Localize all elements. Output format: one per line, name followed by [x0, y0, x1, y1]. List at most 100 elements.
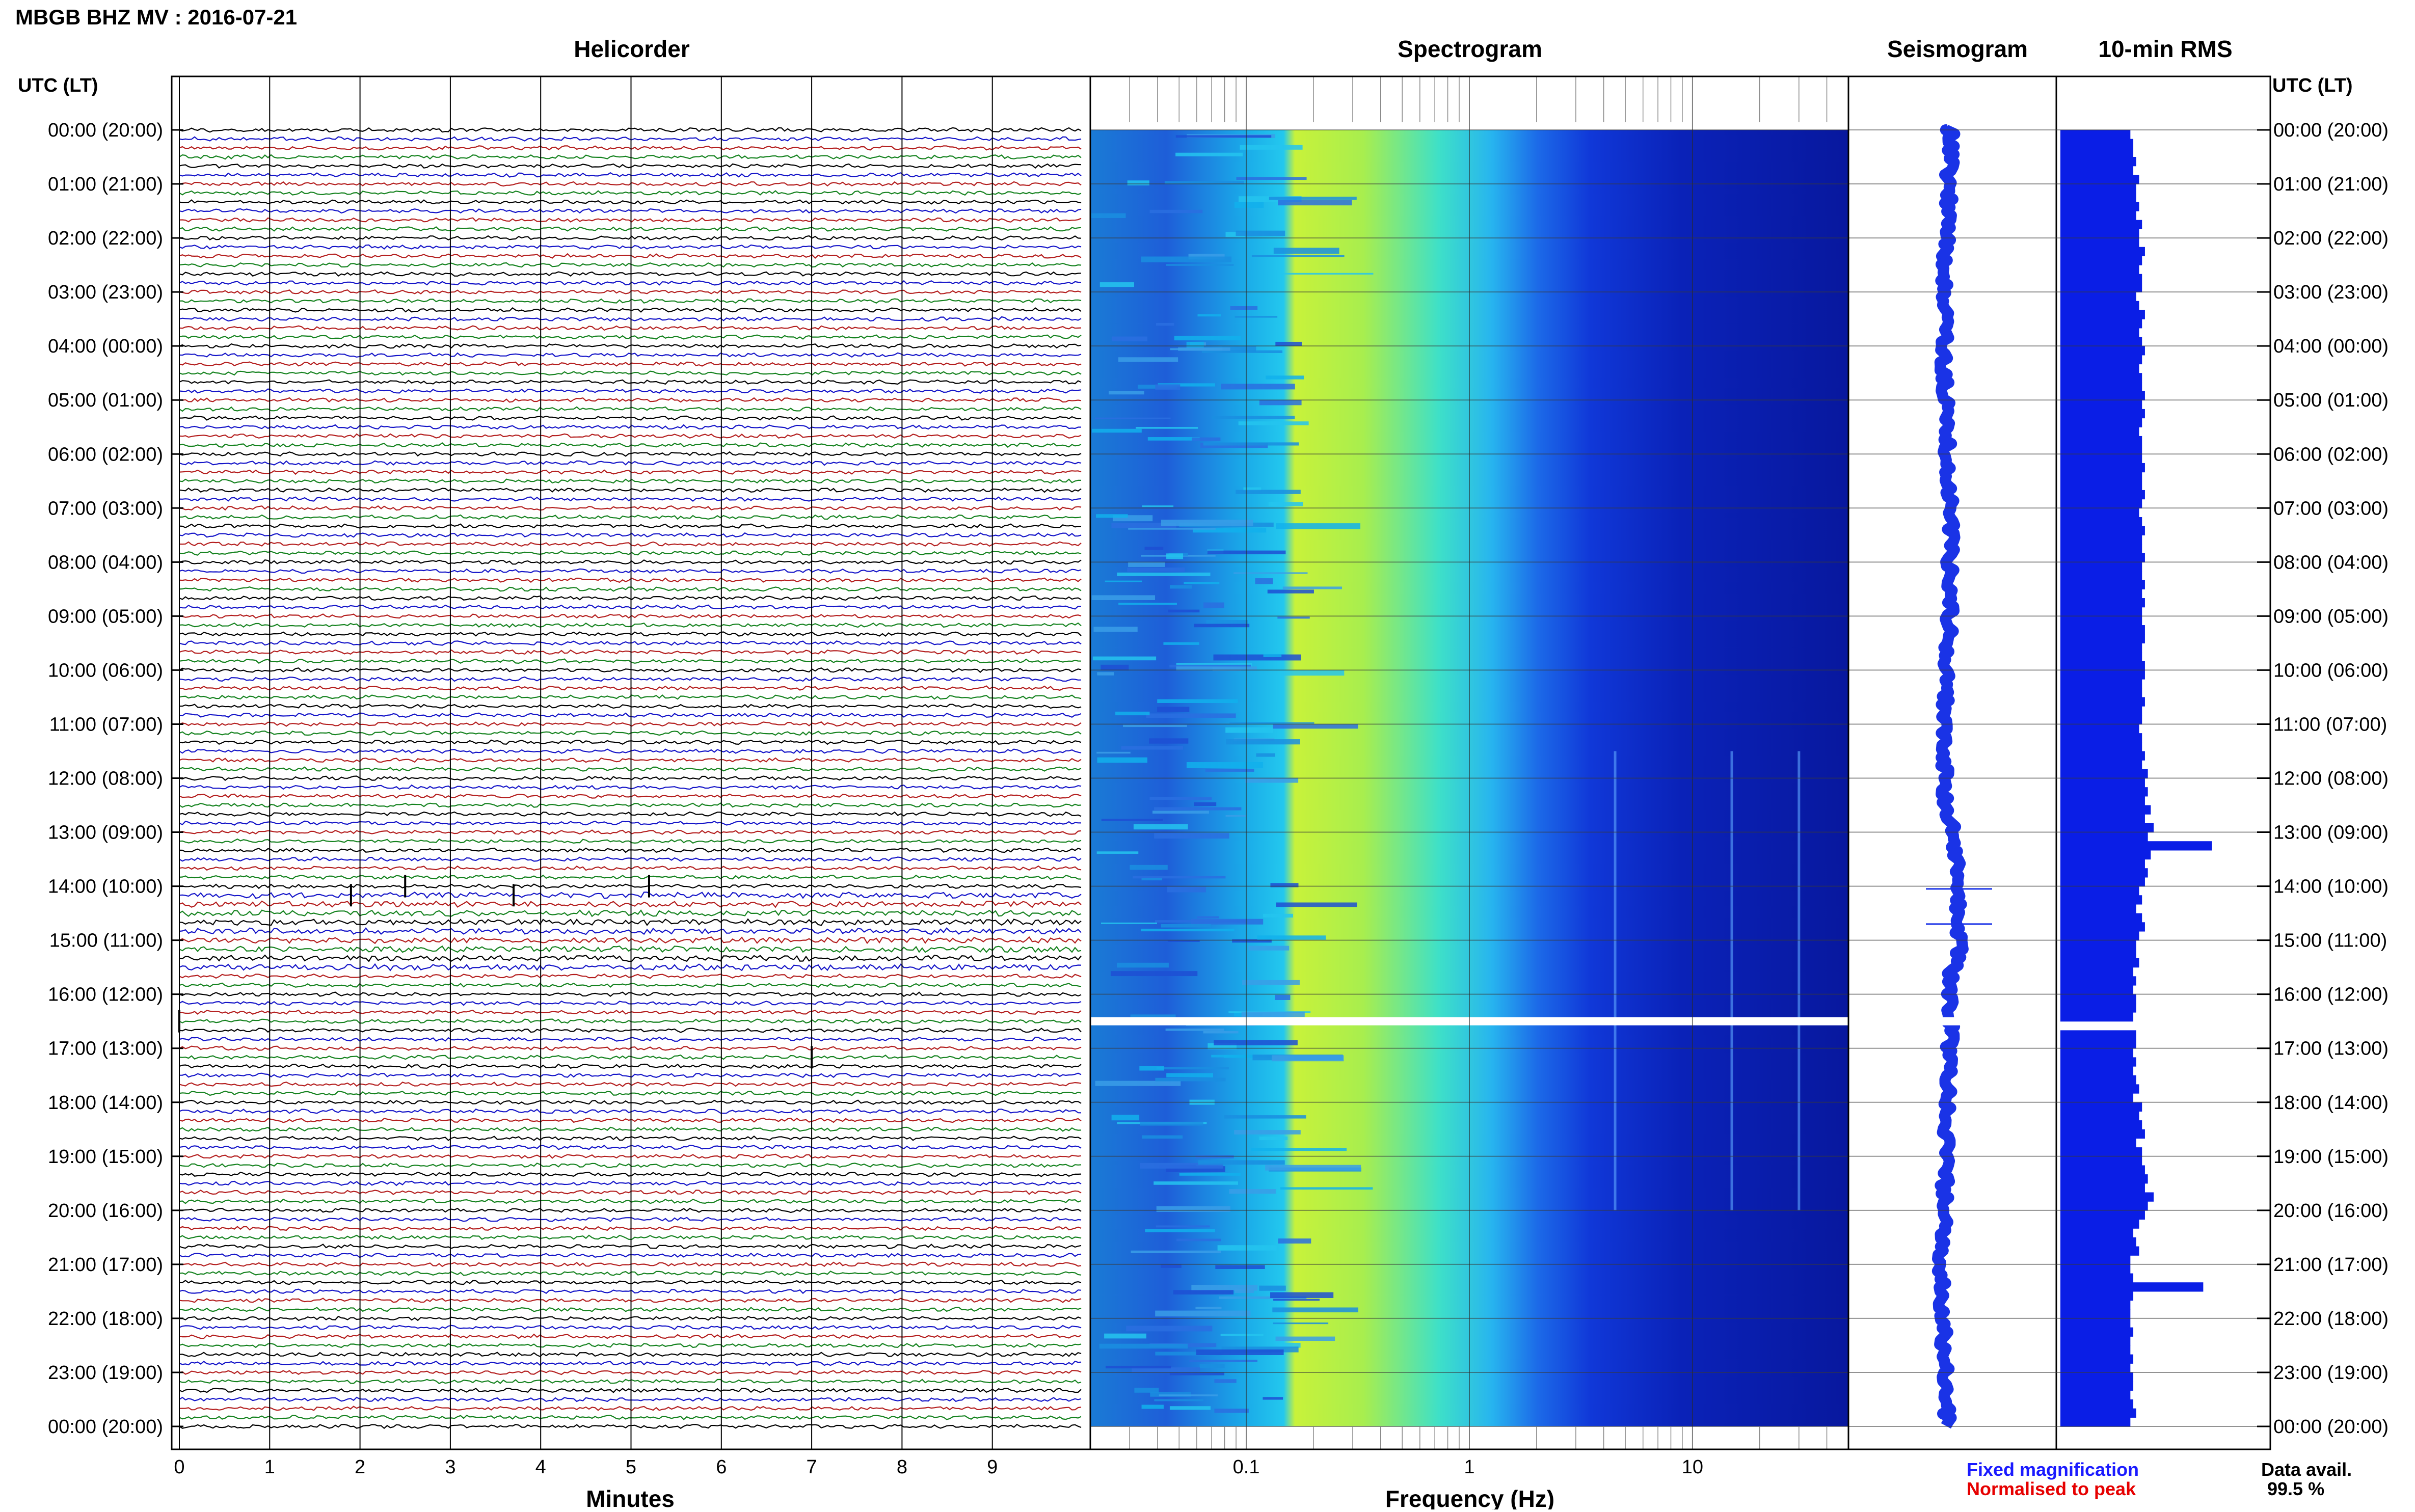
right-hour-label: 23:00 (19:00)	[2273, 1362, 2389, 1384]
left-hour-label: 09:00 (05:00)	[48, 606, 163, 627]
helicorder-trace	[179, 694, 1082, 700]
rms-bar	[2060, 265, 2139, 275]
helicorder-trace	[179, 604, 1081, 610]
spectrogram-streak	[1179, 1173, 1241, 1176]
spectrogram-streak	[1230, 306, 1258, 310]
helicorder-trace	[179, 1045, 1082, 1051]
rms-bar	[2060, 868, 2148, 878]
spectrogram-streak	[1282, 273, 1374, 275]
rms-bar	[2060, 643, 2142, 653]
minutes-axis-label: Minutes	[586, 1486, 675, 1509]
rms-bar	[2060, 436, 2142, 446]
spectrogram-streak	[1176, 663, 1252, 667]
rms-bar	[2060, 472, 2142, 481]
helicorder-trace	[179, 883, 1082, 889]
minute-tick-label: 1	[264, 1456, 275, 1478]
rms-bar	[2060, 247, 2145, 257]
spectrogram-streak	[1259, 400, 1302, 406]
helicorder-trace	[179, 667, 1082, 673]
spectrogram-streak	[1154, 833, 1229, 839]
spectrogram-streak	[1149, 738, 1189, 744]
spectrogram-streak	[1161, 924, 1212, 928]
rms-bar	[2060, 220, 2142, 230]
left-hour-label: 19:00 (15:00)	[48, 1146, 163, 1168]
rms-bar	[2060, 202, 2139, 211]
left-hour-label: 10:00 (06:00)	[48, 660, 163, 681]
rms-bar	[2060, 1381, 2134, 1391]
helicorder-trace	[179, 945, 1082, 953]
spectrogram-streak	[1110, 971, 1198, 977]
helicorder-trace	[179, 352, 1082, 358]
spectrogram-streak	[1122, 724, 1187, 727]
helicorder-trace	[179, 505, 1082, 511]
spectrogram-streak	[1197, 314, 1221, 317]
spectrogram-streak	[1176, 1238, 1221, 1241]
rms-bar	[2060, 310, 2145, 319]
rms-bar	[2060, 706, 2142, 716]
helicorder-trace	[179, 1244, 1082, 1250]
rms-bar	[2060, 166, 2134, 175]
frequency-tick-label: 1	[1464, 1456, 1474, 1478]
left-hour-label: 00:00 (20:00)	[48, 1416, 163, 1438]
rms-bar	[2060, 1156, 2142, 1166]
helicorder-trace	[179, 334, 1082, 340]
helicorder-trace	[179, 469, 1082, 475]
spectrogram-streak	[1095, 1081, 1181, 1086]
spectrogram-streak	[1128, 528, 1216, 530]
helicorder-trace	[179, 927, 1082, 935]
spectrogram-streak	[1266, 375, 1304, 380]
spectrogram-streak	[1282, 1343, 1301, 1348]
spectrogram-streak	[1144, 547, 1164, 550]
helicorder-trace	[179, 847, 1082, 853]
rms-bar	[2060, 355, 2142, 365]
spectrogram-streak	[1205, 769, 1254, 772]
spectrogram-streak	[1263, 913, 1293, 918]
spectrogram-streak	[1142, 505, 1174, 507]
spectrogram-streak	[1139, 1066, 1164, 1071]
spectrogram-streak	[1268, 502, 1303, 506]
rms-bar	[2060, 1237, 2136, 1247]
spectrogram-streak	[1282, 586, 1343, 589]
spectrogram-streak	[1236, 490, 1301, 494]
helicorder-trace	[179, 1109, 1082, 1114]
helicorder-trace	[179, 226, 1082, 232]
rms-bar	[2060, 697, 2145, 707]
spectrogram-frame	[1089, 75, 1849, 1450]
helicorder-trace	[179, 1054, 1082, 1060]
helicorder-trace	[179, 793, 1082, 799]
rms-bar	[2060, 607, 2142, 616]
helicorder-trace	[179, 370, 1082, 376]
seismogram-panel	[1847, 75, 2057, 1450]
spectrogram-streak	[1259, 1136, 1288, 1141]
rms-bar	[2060, 499, 2142, 508]
spectrogram-streak	[1169, 1372, 1225, 1375]
rms-bar	[2060, 940, 2136, 950]
helicorder-trace	[179, 343, 1082, 349]
spectrogram-streak	[1248, 946, 1290, 951]
helicorder-trace	[179, 775, 1082, 781]
helicorder-trace	[179, 442, 1082, 448]
helicorder-trace	[179, 982, 1082, 988]
spectrogram-streak	[1166, 264, 1234, 266]
spectrogram-streak	[1141, 1405, 1164, 1409]
spectrogram-streak	[1096, 851, 1139, 854]
spectrogram-streak	[1242, 980, 1300, 985]
helicorder-trace	[179, 1018, 1082, 1024]
rms-bar	[2060, 1372, 2134, 1382]
helicorder-trace	[179, 550, 1082, 556]
minute-tick-label: 4	[535, 1456, 546, 1478]
rms-bar	[2060, 157, 2136, 167]
spectrogram-streak	[1092, 656, 1157, 661]
rms-bar	[2060, 1120, 2142, 1130]
helicorder-trace	[179, 1082, 1082, 1087]
left-hour-label: 13:00 (09:00)	[48, 822, 163, 844]
spectrogram-streak	[1274, 994, 1291, 1000]
spectrogram-streak	[1166, 553, 1184, 559]
rms-bar	[2060, 1057, 2136, 1067]
right-hour-label: 14:00 (10:00)	[2273, 876, 2389, 898]
spectrogram-streak	[1175, 135, 1272, 138]
minute-tick-label: 3	[445, 1456, 455, 1478]
helicorder-trace	[179, 586, 1082, 592]
rms-bar	[2060, 1003, 2136, 1013]
helicorder-trace	[179, 172, 1082, 178]
